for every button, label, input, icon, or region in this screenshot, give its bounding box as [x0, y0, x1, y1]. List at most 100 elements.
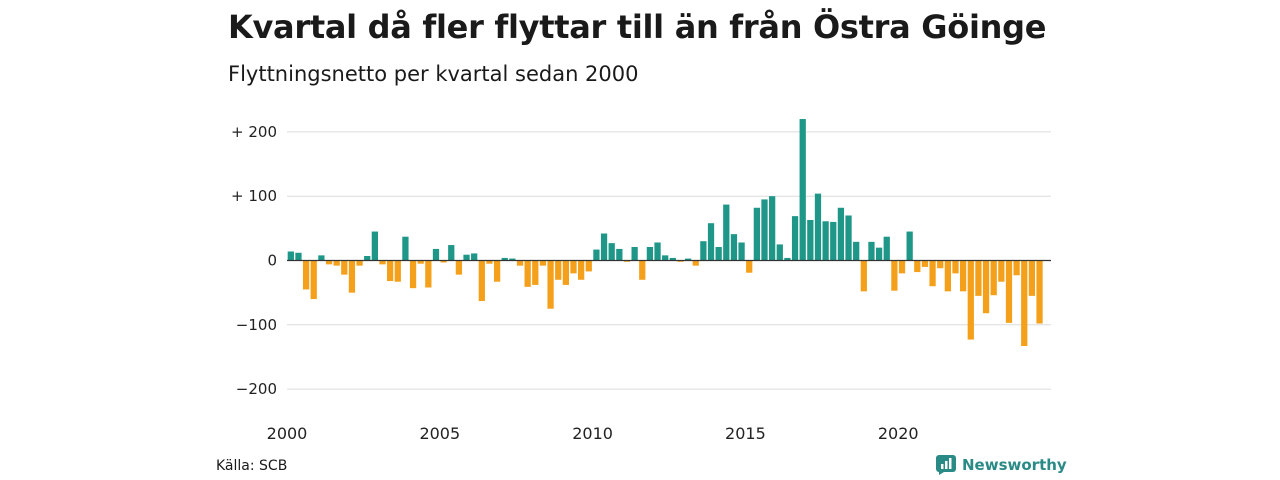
bar — [440, 260, 447, 263]
bar — [310, 260, 317, 300]
bar — [960, 260, 967, 292]
bar — [967, 260, 974, 340]
bar — [394, 260, 401, 282]
bar — [379, 260, 386, 265]
bar — [1036, 260, 1043, 324]
bar — [914, 260, 921, 273]
bar — [425, 260, 432, 288]
bar — [738, 242, 745, 261]
bar — [639, 260, 646, 280]
bar — [364, 256, 371, 261]
bar — [1028, 260, 1036, 296]
bar — [1021, 260, 1028, 347]
bar — [516, 260, 524, 266]
bar — [432, 248, 440, 261]
bar — [1013, 260, 1020, 276]
bar — [585, 260, 592, 272]
source-note: Källa: SCB — [216, 458, 288, 474]
bar — [769, 196, 776, 261]
bar — [547, 260, 554, 309]
bar — [387, 260, 394, 282]
bar — [616, 248, 623, 261]
x-tick-label: 2015 — [725, 424, 766, 443]
bar — [730, 234, 738, 261]
bar — [478, 260, 485, 302]
bar — [463, 254, 470, 261]
bar — [501, 257, 508, 261]
bar — [990, 260, 997, 296]
bar — [929, 260, 936, 287]
bar — [555, 260, 562, 280]
bar — [891, 260, 898, 291]
bar — [356, 260, 363, 266]
x-tick-label: 2020 — [878, 424, 919, 443]
bar — [998, 260, 1005, 282]
bar — [700, 241, 707, 261]
bar — [868, 241, 875, 261]
bar — [631, 247, 638, 261]
bar — [509, 258, 516, 261]
bar — [532, 260, 539, 285]
bar — [837, 207, 845, 261]
bar — [944, 260, 951, 292]
bar — [295, 252, 302, 261]
bar — [784, 257, 791, 261]
bar — [333, 260, 340, 266]
bar — [807, 219, 814, 261]
bar — [937, 260, 944, 269]
bar — [746, 260, 753, 273]
bar — [906, 231, 913, 261]
x-tick-label: 2000 — [267, 424, 308, 443]
bar — [486, 260, 493, 264]
bar — [921, 260, 929, 267]
y-tick-label: 0 — [267, 252, 277, 270]
bar — [692, 260, 699, 266]
bar — [341, 260, 348, 275]
bar — [409, 260, 417, 289]
bar — [853, 241, 860, 261]
y-tick-label: −100 — [236, 316, 277, 334]
x-tick-label: 2005 — [419, 424, 460, 443]
bar — [608, 243, 615, 261]
bar — [471, 253, 478, 261]
bar — [325, 260, 333, 265]
bar — [952, 260, 959, 274]
bar — [684, 258, 692, 261]
bar — [417, 260, 424, 264]
bar — [1005, 260, 1013, 323]
bar — [578, 260, 585, 280]
y-tick-label: −200 — [236, 380, 277, 398]
bar — [975, 260, 982, 296]
y-tick-label: + 100 — [231, 187, 277, 205]
bar — [348, 260, 356, 293]
bar — [791, 216, 799, 261]
bar — [799, 119, 806, 261]
bar — [455, 260, 463, 275]
y-tick-label: + 200 — [231, 123, 277, 141]
bar — [677, 260, 684, 262]
bar — [646, 247, 654, 261]
bar — [776, 244, 783, 261]
bar — [761, 199, 768, 261]
bar — [883, 236, 890, 261]
bar — [570, 260, 577, 274]
bar — [302, 260, 310, 290]
newsworthy-logo-icon — [936, 455, 956, 475]
bar — [982, 260, 990, 314]
bar — [448, 245, 455, 261]
chart-subtitle: Flyttningsnetto per kvartal sedan 2000 — [228, 62, 639, 86]
bar — [600, 233, 608, 261]
bar — [822, 221, 829, 261]
brand-logo: Newsworthy — [936, 455, 1067, 475]
bar — [753, 207, 760, 261]
bar — [493, 260, 501, 282]
bar — [287, 251, 294, 261]
y-axis-ticks: + 200 + 100 0 −100 −200 — [231, 123, 277, 398]
bar — [318, 255, 325, 261]
bar — [371, 231, 378, 261]
bar — [860, 260, 867, 292]
bar — [623, 260, 631, 262]
bar — [593, 249, 600, 261]
x-axis-ticks: 2000 2005 2010 2015 2020 — [267, 424, 919, 443]
